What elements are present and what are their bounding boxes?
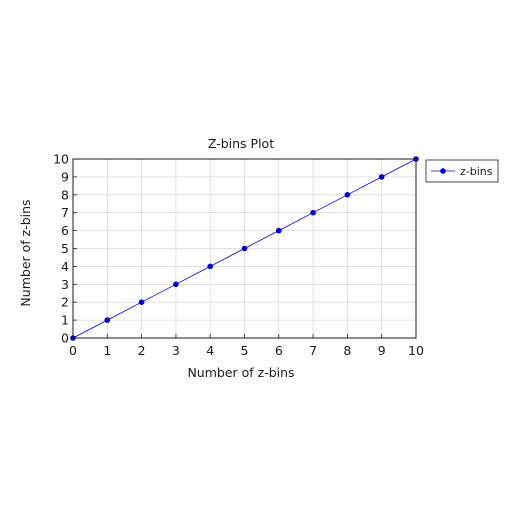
legend-box [425,159,499,183]
data-point [173,281,179,288]
y-axis-label: Number of z-bins [18,199,33,306]
chart-title: Z-bins Plot [208,136,274,151]
x-tick-label: 5 [241,343,249,358]
series-layer [70,156,419,341]
y-tick-label: 4 [61,259,69,274]
legend: z-bins [425,159,499,183]
data-point [104,317,111,323]
x-tick-label: 0 [69,343,77,358]
y-tick-label: 2 [61,295,69,310]
x-tick-label: 7 [309,343,317,358]
y-tick-label: 8 [61,187,69,202]
x-tick-label: 1 [103,343,111,358]
x-tick-label: 2 [138,343,146,358]
data-point [241,245,248,252]
x-tick-label: 6 [275,343,283,358]
y-tick-label: 5 [61,241,69,256]
y-tick-label: 0 [61,331,69,346]
data-point [138,299,145,306]
y-tick-label: 10 [53,152,69,167]
data-point [276,227,282,234]
y-tick-label: 3 [61,277,69,292]
legend-marker-sample [440,168,446,174]
x-tick-label: 4 [206,343,214,358]
legend-label: z-bins [460,165,493,178]
y-tick-label: 1 [61,313,69,328]
x-tick-label: 9 [378,343,386,358]
x-tick-layer: 0 1 2 3 4 5 6 7 8 9 10 [69,334,424,358]
data-point [207,263,213,270]
data-point [378,174,385,180]
y-tick-label: 6 [61,223,69,238]
data-point [344,192,351,198]
y-tick-layer: 0 1 2 3 4 5 6 7 8 9 10 [53,152,77,346]
x-tick-label: 10 [408,343,424,358]
x-tick-label: 3 [172,343,180,358]
x-axis-label: Number of z-bins [187,365,294,380]
x-tick-label: 8 [343,343,351,358]
data-point [310,209,316,216]
y-tick-label: 9 [61,169,69,184]
y-tick-label: 7 [61,205,69,220]
